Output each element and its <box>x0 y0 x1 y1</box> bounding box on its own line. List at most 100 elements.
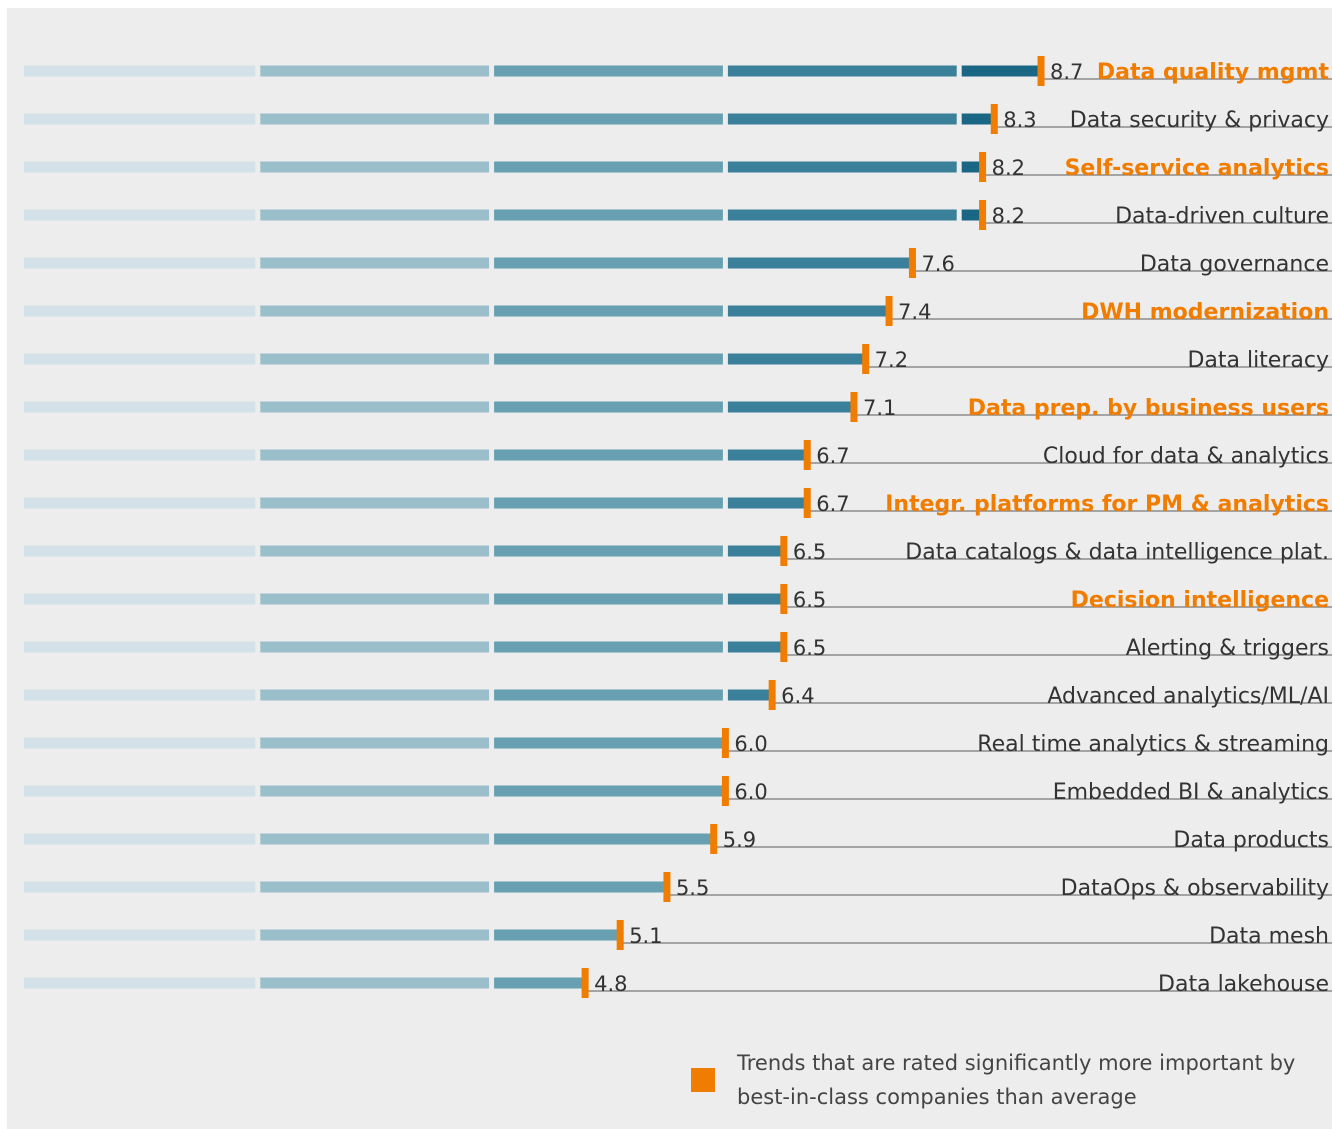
bar-segment <box>494 497 723 509</box>
value-label: 6.7 <box>816 492 849 516</box>
value-marker <box>850 392 858 422</box>
bar-segment <box>727 689 773 701</box>
value-marker <box>803 440 811 470</box>
value-marker <box>1037 56 1045 86</box>
bar-segment <box>494 929 621 941</box>
bar-segment <box>24 449 256 461</box>
bar-segment <box>24 689 256 701</box>
value-marker <box>862 344 870 374</box>
value-label: 7.4 <box>898 300 931 324</box>
bar-segment <box>727 497 808 509</box>
bar-segment <box>494 161 723 173</box>
value-marker <box>663 872 671 902</box>
bar-segment <box>24 305 256 317</box>
value-marker <box>780 632 788 662</box>
bar-segment <box>260 593 490 605</box>
bar-segment <box>260 881 490 893</box>
bar-segment <box>494 401 723 413</box>
bar-segment <box>727 113 957 125</box>
bar-segment <box>260 689 490 701</box>
bar-segment <box>727 593 784 605</box>
bar-segment <box>494 209 723 221</box>
bar-segment <box>260 161 490 173</box>
bar-segment <box>24 161 256 173</box>
category-label: Data literacy <box>1187 348 1329 373</box>
category-label: Data products <box>1173 828 1329 853</box>
value-label: 5.9 <box>723 828 756 852</box>
category-label: Data mesh <box>1209 924 1329 949</box>
value-marker <box>616 920 624 950</box>
category-label: Embedded BI & analytics <box>1053 780 1329 805</box>
bar-segment <box>727 641 784 653</box>
bar-segment <box>260 641 490 653</box>
value-label: 8.2 <box>992 204 1025 228</box>
value-label: 5.5 <box>676 876 709 900</box>
value-marker <box>885 296 893 326</box>
bar-segment <box>24 401 256 413</box>
value-marker <box>780 536 788 566</box>
legend-text: Trends that are rated significantly more… <box>737 1051 1296 1109</box>
value-label: 6.5 <box>793 540 826 564</box>
value-marker <box>710 824 718 854</box>
category-label: Data security & privacy <box>1070 108 1329 133</box>
bar-segment <box>24 833 256 845</box>
bar-segment <box>260 785 490 797</box>
value-label: 4.8 <box>594 972 627 996</box>
bar-chart: 8.7 Data quality mgmt 8.3 Data security & p… <box>24 56 1332 998</box>
category-label: Data-driven culture <box>1115 204 1329 229</box>
bar-segment <box>961 65 1042 77</box>
bar-segment <box>260 497 490 509</box>
category-label: Data prep. by business users <box>968 396 1329 421</box>
bar-segment <box>260 449 490 461</box>
bar-segment <box>727 209 957 221</box>
value-marker <box>803 488 811 518</box>
bar-segment <box>24 593 256 605</box>
value-marker <box>979 200 987 230</box>
bar-segment <box>24 65 256 77</box>
bar-segment <box>24 353 256 365</box>
category-label: DataOps & observability <box>1061 876 1329 901</box>
bar-segment <box>24 257 256 269</box>
category-label: Integr. platforms for PM & analytics <box>885 492 1329 517</box>
bar-segment <box>24 881 256 893</box>
bar-segment <box>727 401 854 413</box>
bar-segment <box>494 65 723 77</box>
bar-segment <box>260 929 490 941</box>
bar-segment <box>727 353 866 365</box>
value-label: 8.3 <box>1003 108 1036 132</box>
category-label: Data lakehouse <box>1158 972 1329 997</box>
bar-segment <box>260 545 490 557</box>
bar-segment <box>260 209 490 221</box>
legend: Trends that are rated significantly more… <box>691 1046 1297 1114</box>
bar-segment <box>494 545 723 557</box>
value-marker <box>581 968 589 998</box>
value-label: 7.6 <box>921 252 954 276</box>
bar-segment <box>494 689 723 701</box>
bar-segment <box>24 641 256 653</box>
category-label: Self-service analytics <box>1065 156 1329 181</box>
bar-segment <box>260 833 490 845</box>
value-label: 6.7 <box>816 444 849 468</box>
value-label: 6.5 <box>793 588 826 612</box>
value-marker <box>768 680 776 710</box>
bar-segment <box>24 929 256 941</box>
value-marker <box>780 584 788 614</box>
bar-segment <box>727 257 913 269</box>
bar-segment <box>494 593 723 605</box>
bar-segment <box>24 545 256 557</box>
value-label: 6.5 <box>793 636 826 660</box>
bar-segment <box>24 209 256 221</box>
category-label: Decision intelligence <box>1071 588 1329 613</box>
bar-segment <box>260 737 490 749</box>
category-label: Data quality mgmt <box>1097 60 1330 85</box>
value-marker <box>990 104 998 134</box>
bar-segment <box>24 113 256 125</box>
bar-segment <box>494 737 723 749</box>
category-label: Advanced analytics/ML/AI <box>1047 684 1329 709</box>
value-label: 8.2 <box>992 156 1025 180</box>
category-label: Data governance <box>1140 252 1329 277</box>
bar-segment <box>24 737 256 749</box>
category-label: Cloud for data & analytics <box>1043 444 1329 469</box>
category-label: Real time analytics & streaming <box>977 732 1329 757</box>
bar-segment <box>260 305 490 317</box>
